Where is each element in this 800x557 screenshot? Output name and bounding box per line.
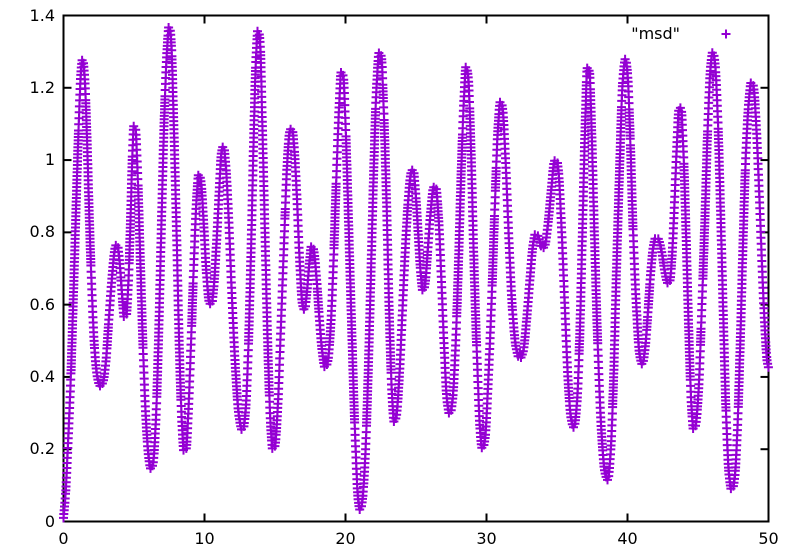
plot-border — [62, 14, 770, 523]
y-tick-label: 1 — [44, 150, 55, 170]
x-tick-label: 0 — [58, 528, 69, 548]
y-tick-label: 1.2 — [29, 77, 55, 97]
msd-series-points — [59, 23, 773, 523]
y-tick-label: 1.4 — [29, 5, 55, 25]
legend-plus-icon — [721, 29, 731, 39]
x-tick-label: 40 — [617, 528, 638, 548]
y-tick-label: 0.4 — [29, 366, 55, 386]
y-tick-label: 0.2 — [29, 439, 55, 459]
y-tick-label: 0.6 — [29, 294, 55, 314]
legend-label: "msd" — [631, 24, 680, 43]
x-tick-label: 10 — [194, 528, 215, 548]
y-tick-label: 0 — [44, 511, 55, 531]
x-tick-label: 30 — [476, 528, 497, 548]
y-tick-label: 0.8 — [29, 222, 55, 242]
x-tick-label: 50 — [758, 528, 779, 548]
x-tick-label: 20 — [335, 528, 356, 548]
